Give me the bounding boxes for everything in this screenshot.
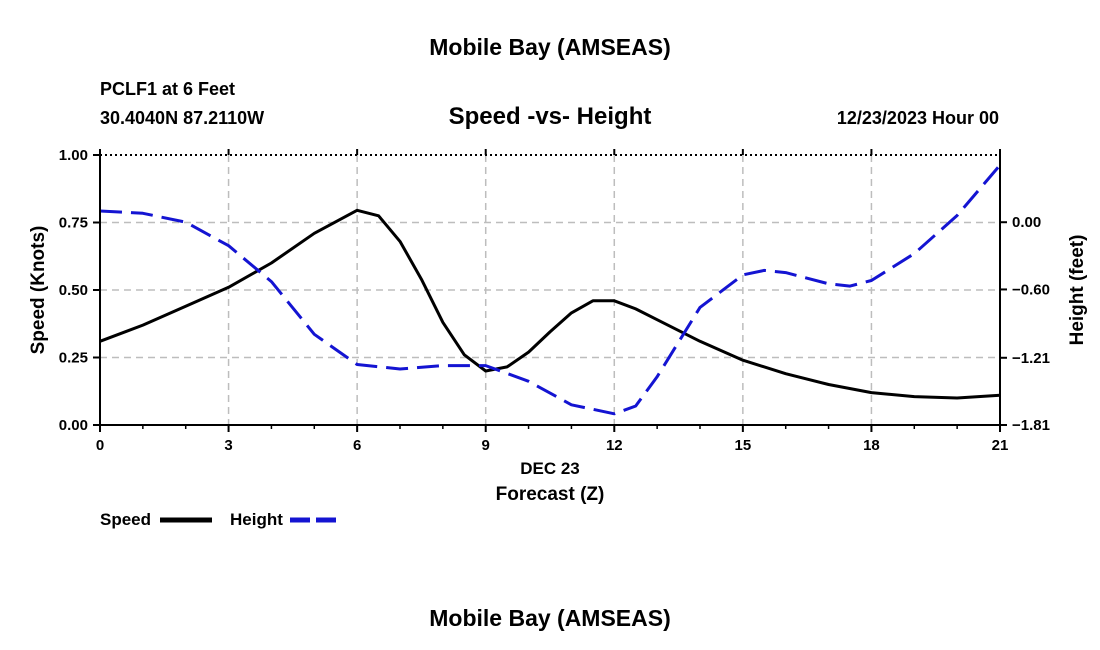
axes: 0 3 6 9 12 15 18 21 0.00 0.25 0.50 0.75 1.00 −1.81 −1.…	[59, 147, 1050, 454]
station-label: PCLF1 at 6 Feet	[100, 79, 235, 99]
y-tick-label: 0.50	[59, 282, 88, 299]
y2-tick-label: 0.00	[1012, 214, 1041, 231]
x-tick-label: 9	[482, 437, 490, 454]
x-tick-label: 0	[96, 437, 104, 454]
x-tick-label: 15	[735, 437, 752, 454]
x-tick-label: 3	[224, 437, 232, 454]
x-sub-label: DEC 23	[520, 459, 580, 478]
y2-tick-label: −1.81	[1012, 417, 1050, 434]
x-tick-label: 6	[353, 437, 361, 454]
y-tick-label: 0.00	[59, 417, 88, 434]
main-title: Mobile Bay (AMSEAS)	[429, 34, 671, 60]
footer-title: Mobile Bay (AMSEAS)	[429, 605, 671, 631]
legend: Speed Height	[100, 510, 342, 529]
x-axis-label: Forecast (Z)	[496, 484, 605, 505]
series-speed-line	[99, 208, 1001, 400]
grid	[100, 155, 1000, 425]
chart-title: Speed -vs- Height	[449, 103, 652, 130]
series-height-line	[99, 164, 1002, 416]
forecast-date: 12/23/2023 Hour 00	[837, 108, 999, 128]
y2-tick-label: −1.21	[1012, 350, 1050, 367]
y2-axis-label: Height (feet)	[1067, 235, 1088, 346]
y-tick-label: 0.25	[59, 350, 88, 367]
y2-tick-label: −0.60	[1012, 281, 1050, 298]
x-tick-label: 21	[992, 437, 1009, 454]
y-tick-label: 1.00	[59, 147, 88, 164]
y-tick-label: 0.75	[59, 215, 88, 232]
x-tick-label: 18	[863, 437, 880, 454]
station-coords: 30.4040N 87.2110W	[100, 108, 264, 128]
legend-speed-label: Speed	[100, 510, 151, 529]
x-tick-label: 12	[606, 437, 623, 454]
legend-height-label: Height	[230, 510, 283, 529]
y-axis-label: Speed (Knots)	[28, 226, 49, 355]
series-layer	[99, 164, 1002, 416]
